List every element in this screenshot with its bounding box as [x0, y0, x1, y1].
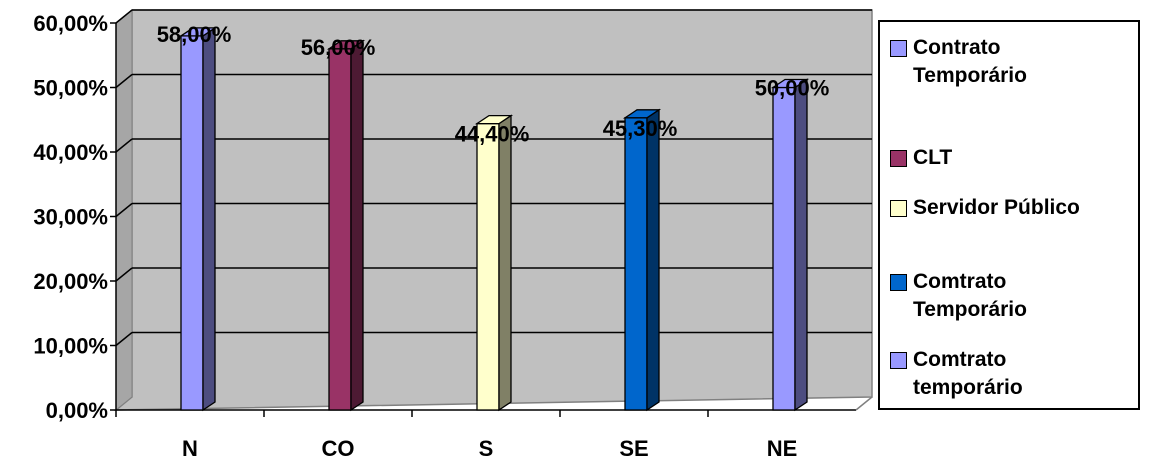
bar-front [328, 48, 352, 411]
data-label: 45,30% [603, 116, 678, 141]
y-tick-label: 20,00% [33, 269, 108, 294]
gridline-diag [115, 73, 133, 89]
legend-swatch [890, 352, 907, 369]
y-tick-label: 40,00% [33, 140, 108, 165]
legend-label: Comtrato Temporário [913, 270, 1027, 321]
bar-front [476, 122, 500, 411]
data-label: 58,00% [157, 22, 232, 47]
legend-swatch [890, 40, 907, 57]
bar-side [646, 108, 660, 412]
bar-front [772, 86, 796, 411]
bar-top [178, 27, 218, 37]
gridline-diag [115, 9, 133, 24]
legend-item: Comtrato Temporário [890, 268, 1027, 324]
data-label: 44,40% [455, 122, 530, 147]
legend-label: Servidor Público [913, 196, 1080, 219]
chart-legend: Contrato Temporário CLT Servidor Público Co… [878, 20, 1140, 410]
legend-label: CLT [913, 146, 953, 169]
bar-top [770, 78, 810, 89]
gridline-diag [115, 331, 133, 347]
legend-item: Contrato Temporário [890, 34, 1027, 90]
bar-side [794, 78, 808, 412]
x-tick-label: N [182, 436, 198, 458]
bar-side [350, 39, 364, 412]
y-tick-label: 60,00% [33, 11, 108, 36]
data-label: 56,00% [301, 35, 376, 60]
y-tick-label: 0,00% [46, 398, 108, 423]
x-axis-end [855, 396, 873, 411]
bar-top [622, 109, 662, 119]
bar-side [202, 26, 216, 412]
bar-top [474, 114, 514, 125]
legend-swatch [890, 274, 907, 291]
legend-item: Servidor Público [890, 194, 1080, 222]
bar-side [498, 114, 512, 412]
y-tick-label: 50,00% [33, 76, 108, 101]
legend-label: Contrato Temporário [913, 36, 1027, 87]
legend-swatch [890, 200, 907, 217]
bar-top [326, 40, 366, 50]
y-tick-label: 30,00% [33, 205, 108, 230]
bar-front [624, 117, 648, 411]
y-tick-label: 10,00% [33, 334, 108, 359]
data-label: 50,00% [755, 76, 830, 101]
legend-swatch [890, 150, 907, 167]
gridline-diag [115, 202, 133, 218]
x-tick-label: SE [619, 436, 648, 458]
legend-label: Comtrato temporário [913, 348, 1023, 399]
x-tick-label: S [479, 436, 494, 458]
legend-item: Comtrato temporário [890, 346, 1023, 402]
bar-front [180, 35, 204, 411]
x-tick-label: CO [322, 436, 355, 458]
x-tick-label: NE [767, 436, 798, 458]
legend-item: CLT [890, 144, 952, 172]
gridline-diag [115, 138, 133, 153]
gridline-diag [115, 267, 133, 282]
